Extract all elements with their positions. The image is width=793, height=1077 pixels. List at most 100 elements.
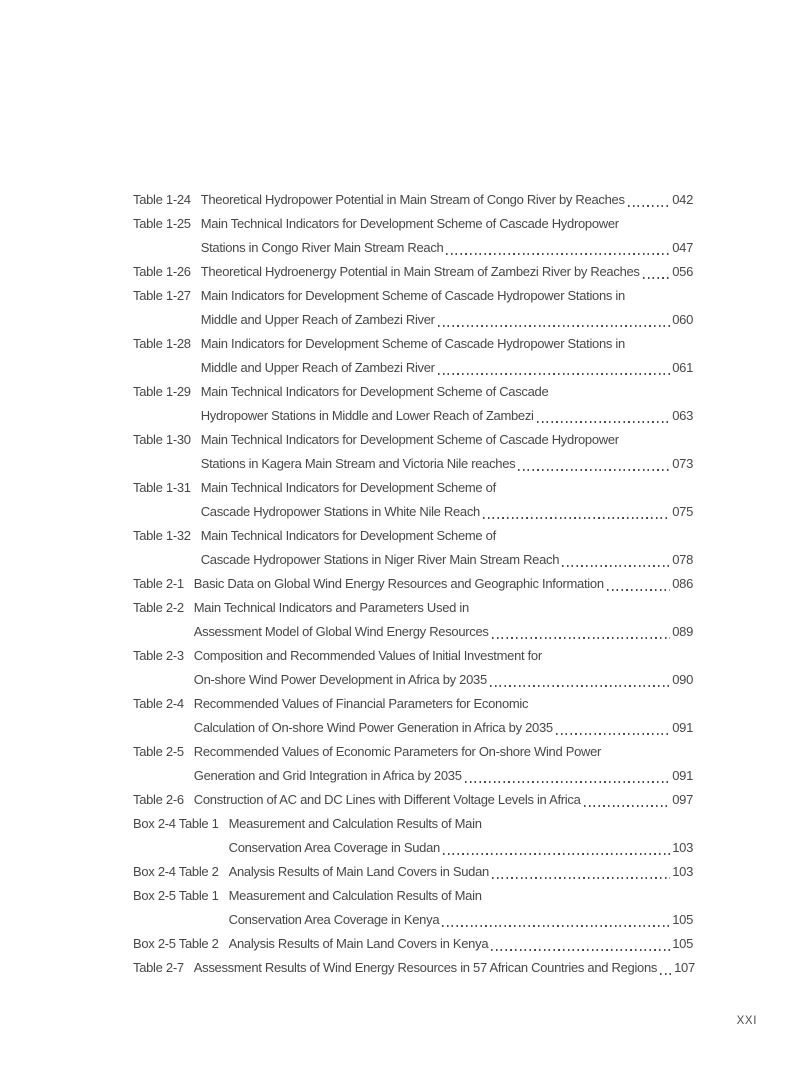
- toc-entry-title: Hydropower Stations in Middle and Lower …: [200, 408, 534, 423]
- toc-entry-line: Basic Data on Global Wind Energy Resourc…: [194, 572, 693, 596]
- list-of-tables: Table 1-24 Theoretical Hydropower Potent…: [133, 188, 695, 980]
- toc-entry: Box 2-4 Table 1 Measurement and Calculat…: [133, 812, 693, 860]
- toc-entry-desc: Measurement and Calculation Results of M…: [229, 884, 693, 932]
- toc-entry-desc: Recommended Values of Financial Paramete…: [194, 692, 693, 740]
- toc-entry-label: Table 1-32: [133, 528, 191, 543]
- toc-entry-title: Conservation Area Coverage in Sudan: [228, 840, 441, 855]
- dot-leader: [536, 421, 671, 423]
- toc-entry: Table 1-26 Theoretical Hydroenergy Poten…: [133, 260, 693, 284]
- toc-entry-page: 073: [672, 456, 693, 471]
- toc-entry-title: On-shore Wind Power Development in Afric…: [193, 672, 487, 687]
- toc-entry-desc: Main Technical Indicators for Developmen…: [201, 524, 693, 572]
- toc-entry: Box 2-5 Table 2 Analysis Results of Main…: [133, 932, 693, 956]
- toc-entry-label: Table 2-2: [133, 600, 184, 615]
- toc-entry-label: Box 2-5 Table 1: [133, 888, 219, 903]
- toc-entry: Table 2-2 Main Technical Indicators and …: [133, 596, 693, 644]
- toc-entry-page: 091: [672, 768, 693, 783]
- toc-entry: Table 1-25 Main Technical Indicators for…: [133, 212, 693, 260]
- dot-leader: [583, 805, 671, 807]
- toc-entry-line: Main Technical Indicators for Developmen…: [201, 380, 693, 404]
- toc-entry-line: Calculation of On-shore Wind Power Gener…: [194, 716, 693, 740]
- toc-entry-title: Assessment Results of Wind Energy Resour…: [193, 960, 658, 975]
- toc-entry-line: Composition and Recommended Values of In…: [194, 644, 693, 668]
- toc-entry-title: Measurement and Calculation Results of M…: [228, 816, 482, 831]
- toc-entry-page: 103: [672, 864, 693, 879]
- toc-entry: Table 1-31 Main Technical Indicators for…: [133, 476, 693, 524]
- toc-entry-desc: Basic Data on Global Wind Energy Resourc…: [194, 572, 693, 596]
- toc-entry-desc: Assessment Results of Wind Energy Resour…: [193, 956, 695, 980]
- toc-entry-line: Middle and Upper Reach of Zambezi River 0…: [201, 356, 693, 380]
- toc-entry-page: 105: [672, 912, 693, 927]
- toc-entry-desc: Theoretical Hydropower Potential in Main…: [201, 188, 693, 212]
- toc-entry-label: Table 1-26: [133, 264, 191, 279]
- toc-entry-title: Analysis Results of Main Land Covers in …: [228, 864, 490, 879]
- toc-entry-page: 091: [672, 720, 693, 735]
- footer-page-number: XXI: [736, 1015, 757, 1027]
- dot-leader: [518, 469, 671, 471]
- toc-entry-title: Theoretical Hydroenergy Potential in Mai…: [200, 264, 640, 279]
- toc-entry-desc: Measurement and Calculation Results of M…: [229, 812, 693, 860]
- dot-leader: [446, 253, 671, 255]
- toc-entry-desc: Construction of AC and DC Lines with Dif…: [194, 788, 693, 812]
- toc-entry-label: Table 1-25: [133, 216, 191, 231]
- toc-entry: Table 2-6 Construction of AC and DC Line…: [133, 788, 693, 812]
- toc-entry-page: 103: [672, 840, 693, 855]
- dot-leader: [627, 205, 671, 207]
- dot-leader: [482, 517, 671, 519]
- toc-entry: Table 2-3 Composition and Recommended Va…: [133, 644, 693, 692]
- toc-entry-desc: Theoretical Hydroenergy Potential in Mai…: [201, 260, 693, 284]
- toc-entry-title: Cascade Hydropower Stations in Niger Riv…: [200, 552, 560, 567]
- dot-leader: [491, 949, 671, 951]
- dot-leader: [555, 733, 671, 735]
- toc-entry-line: Main Indicators for Development Scheme o…: [201, 284, 693, 308]
- toc-entry-line: Main Technical Indicators for Developmen…: [201, 212, 693, 236]
- toc-entry: Table 2-5 Recommended Values of Economic…: [133, 740, 693, 788]
- toc-entry-line: Stations in Kagera Main Stream and Victo…: [201, 452, 693, 476]
- toc-entry-label: Table 1-29: [133, 384, 191, 399]
- toc-entry-title: Main Indicators for Development Scheme o…: [200, 288, 626, 303]
- toc-entry: Table 2-1 Basic Data on Global Wind Ener…: [133, 572, 693, 596]
- toc-entry-title: Middle and Upper Reach of Zambezi River: [200, 312, 435, 327]
- dot-leader: [442, 853, 671, 855]
- dot-leader: [562, 565, 671, 567]
- toc-entry-line: Theoretical Hydropower Potential in Main…: [201, 188, 693, 212]
- toc-entry-desc: Composition and Recommended Values of In…: [194, 644, 693, 692]
- toc-entry-line: Theoretical Hydroenergy Potential in Mai…: [201, 260, 693, 284]
- toc-entry-line: Recommended Values of Financial Paramete…: [194, 692, 693, 716]
- dot-leader: [642, 277, 671, 279]
- toc-entry-desc: Main Technical Indicators for Developmen…: [201, 380, 693, 428]
- toc-entry-line: Main Technical Indicators for Developmen…: [201, 524, 693, 548]
- toc-entry-title: Main Indicators for Development Scheme o…: [200, 336, 626, 351]
- toc-entry-label: Table 2-6: [133, 792, 184, 807]
- toc-entry-line: Recommended Values of Economic Parameter…: [194, 740, 693, 764]
- toc-entry-title: Main Technical Indicators and Parameters…: [193, 600, 469, 615]
- dot-leader: [437, 373, 671, 375]
- toc-entry-label: Table 2-4: [133, 696, 184, 711]
- toc-entry: Box 2-5 Table 1 Measurement and Calculat…: [133, 884, 693, 932]
- toc-entry-page: 075: [672, 504, 693, 519]
- dot-leader: [464, 781, 671, 783]
- toc-entry-title: Conservation Area Coverage in Kenya: [228, 912, 440, 927]
- toc-entry-desc: Analysis Results of Main Land Covers in …: [229, 860, 693, 884]
- toc-entry-title: Main Technical Indicators for Developmen…: [200, 216, 619, 231]
- toc-entry-title: Composition and Recommended Values of In…: [193, 648, 542, 663]
- toc-entry-title: Measurement and Calculation Results of M…: [228, 888, 482, 903]
- toc-entry-page: 090: [672, 672, 693, 687]
- toc-entry: Table 2-4 Recommended Values of Financia…: [133, 692, 693, 740]
- dot-leader: [442, 925, 671, 927]
- toc-entry-title: Calculation of On-shore Wind Power Gener…: [193, 720, 553, 735]
- toc-entry-page: 089: [672, 624, 693, 639]
- toc-entry-title: Theoretical Hydropower Potential in Main…: [200, 192, 625, 207]
- toc-entry-line: Conservation Area Coverage in Sudan 103: [229, 836, 693, 860]
- toc-entry-page: 061: [672, 360, 693, 375]
- toc-entry-line: Assessment Model of Global Wind Energy R…: [194, 620, 693, 644]
- toc-entry-title: Main Technical Indicators for Developmen…: [200, 432, 619, 447]
- toc-entry-title: Basic Data on Global Wind Energy Resourc…: [193, 576, 604, 591]
- toc-entry-page: 097: [672, 792, 693, 807]
- toc-entry-title: Construction of AC and DC Lines with Dif…: [193, 792, 581, 807]
- toc-entry-label: Box 2-5 Table 2: [133, 936, 219, 951]
- toc-entry-desc: Main Technical Indicators for Developmen…: [201, 428, 693, 476]
- dot-leader: [491, 637, 671, 639]
- toc-entry-label: Table 1-24: [133, 192, 191, 207]
- toc-entry-desc: Main Technical Indicators and Parameters…: [194, 596, 693, 644]
